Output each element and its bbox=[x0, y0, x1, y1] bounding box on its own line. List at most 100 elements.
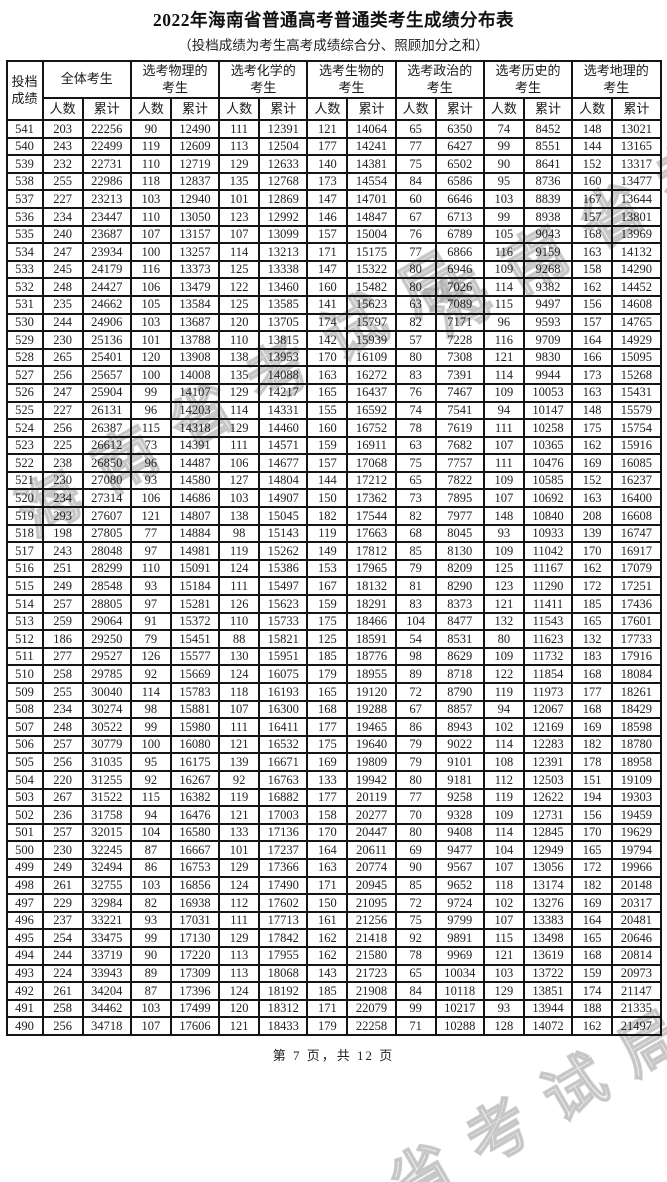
table-row: 525 227 26131 96 14203 114 14331 155 16592 74 7541… bbox=[5, 400, 662, 421]
count-cell: 163 bbox=[571, 488, 614, 509]
score-cell: 505 bbox=[5, 752, 44, 772]
count-cell: 99 bbox=[129, 382, 172, 403]
cumulative-cell: 13705 bbox=[258, 312, 309, 333]
count-cell: 138 bbox=[218, 506, 261, 526]
count-cell: 90 bbox=[482, 154, 525, 174]
count-cell: 74 bbox=[394, 400, 437, 421]
cumulative-cell: 29527 bbox=[81, 646, 132, 667]
cumulative-cell: 23934 bbox=[81, 242, 132, 262]
count-cell: 163 bbox=[571, 382, 614, 403]
count-cell: 173 bbox=[306, 171, 349, 192]
score-cell: 496 bbox=[5, 910, 44, 931]
cumulative-cell: 9830 bbox=[522, 347, 574, 368]
cumulative-cell: 15184 bbox=[169, 576, 221, 597]
count-cell: 129 bbox=[218, 382, 261, 403]
cumulative-cell: 18776 bbox=[346, 646, 397, 667]
cumulative-cell: 17362 bbox=[346, 488, 397, 509]
score-cell: 541 bbox=[5, 119, 44, 139]
page-subtitle: （投档成绩为考生高考成绩综合分、照顾加分之和） bbox=[178, 38, 489, 53]
table-row: 538 255 22986 118 12837 135 12768 173 14554 84 658… bbox=[5, 171, 662, 192]
cumulative-cell: 8452 bbox=[522, 119, 574, 139]
score-cell: 533 bbox=[5, 259, 44, 280]
cumulative-cell: 18429 bbox=[611, 699, 662, 720]
cumulative-header: 累计 bbox=[169, 97, 221, 121]
cumulative-cell: 8209 bbox=[434, 558, 485, 579]
count-cell: 254 bbox=[41, 928, 84, 948]
cumulative-cell: 7977 bbox=[434, 506, 485, 526]
table-row: 534 247 23934 100 13257 114 13213 171 15175 77 686… bbox=[5, 242, 662, 262]
count-cell: 227 bbox=[41, 400, 84, 421]
cumulative-cell: 14981 bbox=[169, 541, 221, 561]
count-cell: 113 bbox=[218, 136, 261, 157]
cumulative-cell: 13585 bbox=[258, 294, 309, 315]
cumulative-cell: 18068 bbox=[258, 963, 309, 984]
cumulative-cell: 19809 bbox=[346, 752, 397, 772]
score-cell: 535 bbox=[5, 224, 44, 245]
count-cell: 115 bbox=[482, 928, 525, 948]
count-cell: 80 bbox=[394, 259, 437, 280]
count-cell: 165 bbox=[571, 928, 614, 948]
count-cell: 68 bbox=[394, 523, 437, 544]
cumulative-cell: 10288 bbox=[434, 1016, 485, 1036]
cumulative-cell: 17965 bbox=[346, 558, 397, 579]
count-cell: 182 bbox=[306, 506, 349, 526]
count-cell: 99 bbox=[394, 998, 437, 1019]
count-cell: 93 bbox=[482, 998, 525, 1019]
count-cell: 83 bbox=[394, 594, 437, 614]
cumulative-cell: 9497 bbox=[522, 294, 574, 315]
count-cell: 102 bbox=[482, 717, 525, 737]
score-cell: 510 bbox=[5, 664, 44, 684]
count-cell: 74 bbox=[482, 119, 525, 139]
cumulative-cell: 18084 bbox=[611, 664, 662, 684]
count-cell: 111 bbox=[218, 910, 261, 931]
table-row: 532 248 24427 106 13479 122 13460 160 15482 80 702… bbox=[5, 277, 662, 297]
count-cell: 151 bbox=[571, 769, 614, 790]
count-cell: 157 bbox=[306, 224, 349, 245]
group-header: 全体考生 bbox=[41, 60, 132, 99]
count-cell: 168 bbox=[571, 664, 614, 684]
table-row: 515 249 28548 93 15184 111 15497 167 18132 81 8290… bbox=[5, 576, 662, 597]
count-cell: 82 bbox=[129, 893, 172, 913]
cumulative-cell: 16532 bbox=[258, 734, 309, 755]
count-cell: 112 bbox=[218, 893, 261, 913]
count-cell: 258 bbox=[41, 664, 84, 684]
count-cell: 100 bbox=[129, 734, 172, 755]
count-cell: 135 bbox=[218, 365, 261, 385]
count-cell: 103 bbox=[218, 488, 261, 509]
count-cell: 170 bbox=[306, 822, 349, 843]
score-cell: 526 bbox=[5, 382, 44, 403]
score-cell: 516 bbox=[5, 558, 44, 579]
count-cell: 90 bbox=[129, 119, 172, 139]
cumulative-cell: 27314 bbox=[81, 488, 132, 509]
score-cell: 495 bbox=[5, 928, 44, 948]
cumulative-cell: 15916 bbox=[611, 435, 662, 456]
cumulative-cell: 8551 bbox=[522, 136, 574, 157]
cumulative-cell: 17136 bbox=[258, 822, 309, 843]
cumulative-cell: 28548 bbox=[81, 576, 132, 597]
count-cell: 110 bbox=[129, 206, 172, 227]
cumulative-cell: 14072 bbox=[522, 1016, 574, 1036]
count-cell: 110 bbox=[129, 558, 172, 579]
cumulative-cell: 9944 bbox=[522, 365, 574, 385]
count-cell: 97 bbox=[129, 594, 172, 614]
cumulative-cell: 16911 bbox=[346, 435, 397, 456]
count-header: 人数 bbox=[218, 97, 261, 121]
cumulative-cell: 16411 bbox=[258, 717, 309, 737]
count-cell: 110 bbox=[218, 611, 261, 632]
cumulative-cell: 16608 bbox=[611, 506, 662, 526]
count-cell: 105 bbox=[482, 224, 525, 245]
cumulative-cell: 21497 bbox=[611, 1016, 662, 1036]
count-cell: 77 bbox=[129, 523, 172, 544]
count-cell: 109 bbox=[482, 382, 525, 403]
score-cell: 494 bbox=[5, 945, 44, 966]
count-cell: 84 bbox=[394, 981, 437, 1001]
cumulative-cell: 8045 bbox=[434, 523, 485, 544]
cumulative-header: 累计 bbox=[346, 97, 397, 121]
count-cell: 139 bbox=[571, 523, 614, 544]
table-row: 501 257 32015 104 16580 133 17136 170 20447 80 940… bbox=[5, 822, 662, 843]
cumulative-cell: 16747 bbox=[611, 523, 662, 544]
count-cell: 97 bbox=[129, 541, 172, 561]
count-cell: 157 bbox=[571, 312, 614, 333]
cumulative-cell: 28805 bbox=[81, 594, 132, 614]
cumulative-cell: 17079 bbox=[611, 558, 662, 579]
